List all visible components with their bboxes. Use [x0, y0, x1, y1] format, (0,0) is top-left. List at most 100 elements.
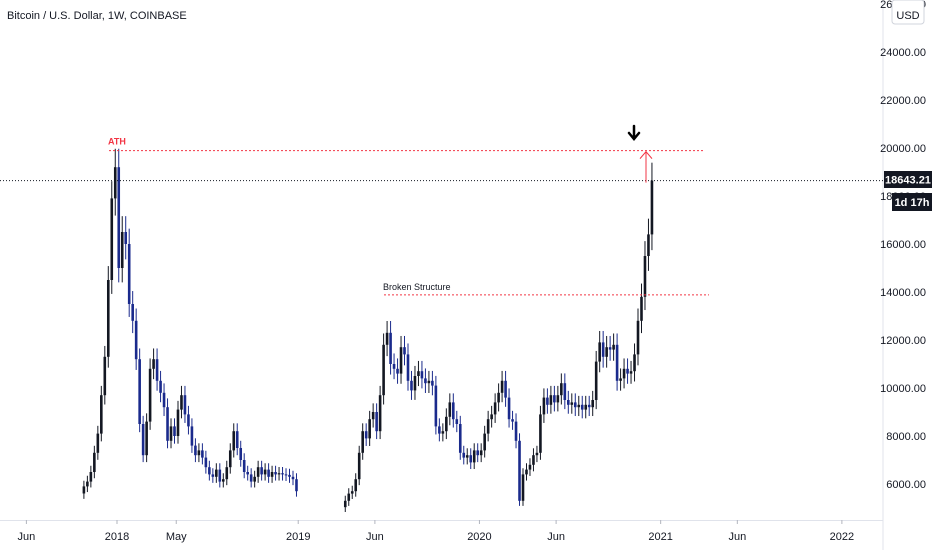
candle-body — [465, 455, 469, 458]
time-tick-label: Jun — [18, 531, 36, 543]
candle-body — [605, 347, 608, 357]
candle — [417, 360, 420, 387]
price-axis[interactable]: 6000.00 8000.00 10000.00 12000.00 14000.00 16… — [880, 0, 926, 491]
candle-body — [570, 402, 574, 405]
candle — [434, 375, 438, 435]
candle — [601, 330, 605, 368]
candle — [504, 370, 507, 407]
candle — [650, 162, 654, 251]
candle-body — [148, 368, 152, 422]
candle-body — [124, 232, 128, 244]
candle-body — [382, 344, 385, 396]
measure-arrow-head — [639, 150, 653, 159]
candle — [284, 468, 288, 482]
candle-body — [260, 467, 263, 475]
candle — [420, 360, 424, 389]
candle-body — [396, 368, 399, 374]
candle — [169, 418, 173, 449]
chart-title: Bitcoin / U.S. Dollar, 1W, COINBASE — [7, 10, 187, 22]
candle — [113, 148, 117, 216]
candle — [438, 418, 441, 442]
candle-body — [183, 395, 187, 415]
candle — [546, 388, 549, 414]
candle — [392, 353, 396, 380]
candle — [479, 443, 483, 463]
candle-body — [417, 371, 420, 376]
candle-body — [650, 180, 654, 235]
candle-body — [159, 380, 162, 393]
candle-body — [640, 296, 643, 321]
price-tick-label: 22000.00 — [880, 95, 926, 107]
candle — [180, 385, 183, 419]
candle — [410, 370, 413, 400]
candle-body — [594, 361, 598, 400]
candle — [295, 473, 298, 497]
candle — [476, 443, 479, 463]
candle — [194, 438, 197, 463]
candle — [580, 395, 584, 419]
candle — [110, 181, 114, 294]
candle-body — [633, 354, 636, 372]
candle — [389, 320, 392, 375]
candle-body — [166, 407, 169, 441]
candle-body — [636, 320, 640, 355]
candle — [378, 385, 382, 440]
candle-body — [197, 450, 201, 456]
candle-body — [643, 256, 647, 297]
candle-body — [598, 342, 601, 362]
candle-body — [546, 397, 549, 405]
candle-body — [612, 344, 615, 350]
candle-body — [413, 376, 417, 391]
candle-series — [82, 148, 654, 512]
candle — [103, 345, 107, 405]
candle — [567, 390, 570, 414]
candle-body — [567, 400, 570, 405]
countdown-tag: 1d 17h — [892, 193, 932, 211]
time-tick-label: Jun — [547, 531, 565, 543]
candle-body — [399, 347, 403, 374]
candle-body — [462, 452, 466, 458]
candle — [424, 368, 427, 393]
candle — [403, 335, 406, 366]
currency-box[interactable] — [891, 0, 925, 25]
candle — [187, 405, 190, 435]
price-tick-label: 12000.00 — [880, 335, 926, 347]
candle — [256, 460, 260, 483]
candle-body — [343, 500, 347, 508]
candle-body — [591, 400, 595, 408]
candle — [183, 385, 187, 423]
candle — [155, 348, 159, 391]
candle-body — [82, 486, 86, 494]
candle — [228, 443, 232, 474]
down-arrow-icon — [627, 124, 641, 141]
candle — [584, 395, 588, 419]
candle-body — [368, 419, 371, 439]
candle — [553, 385, 556, 412]
candle-body — [225, 467, 229, 480]
candle-body — [187, 414, 190, 427]
candle — [166, 398, 169, 449]
candle-body — [458, 424, 462, 453]
candle-body — [528, 464, 532, 470]
candle-body — [215, 469, 218, 477]
candle-body — [249, 474, 253, 482]
candle-body — [228, 450, 232, 468]
candle-body — [127, 244, 131, 304]
candle — [497, 383, 500, 412]
candle — [573, 393, 577, 417]
candle — [141, 415, 145, 463]
time-axis[interactable]: Jun 2018 May 2019 Jun 2020 Jun 2021 Jun 2022 — [18, 520, 855, 543]
candle-body — [267, 469, 270, 477]
candle-body — [504, 380, 507, 398]
candle — [197, 443, 201, 463]
candle — [500, 370, 504, 403]
candle-body — [452, 402, 455, 420]
candle — [371, 403, 375, 428]
last-price-value: 18643.21 — [885, 175, 931, 187]
candle-body — [424, 378, 427, 384]
candle-body — [295, 479, 298, 492]
candle-body — [347, 493, 351, 501]
price-tick-label: 6000.00 — [886, 479, 926, 491]
candle — [640, 283, 643, 334]
